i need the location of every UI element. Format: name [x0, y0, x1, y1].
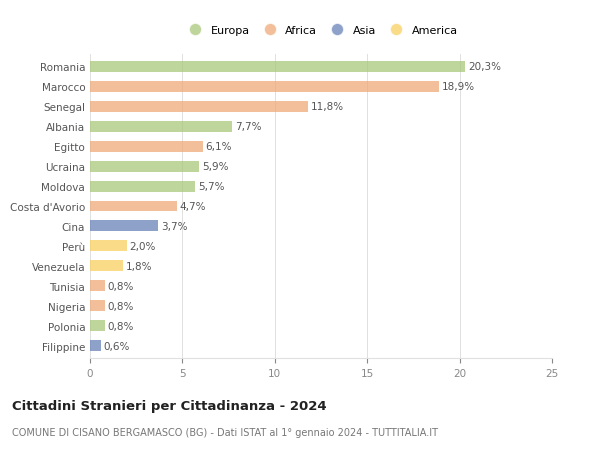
Text: 2,0%: 2,0% [130, 241, 156, 252]
Bar [90, 301, 105, 312]
Bar [90, 62, 465, 73]
Text: COMUNE DI CISANO BERGAMASCO (BG) - Dati ISTAT al 1° gennaio 2024 - TUTTITALIA.IT: COMUNE DI CISANO BERGAMASCO (BG) - Dati … [12, 427, 438, 437]
Text: 1,8%: 1,8% [126, 261, 152, 271]
Text: 0,8%: 0,8% [107, 301, 134, 311]
Text: 3,7%: 3,7% [161, 222, 188, 231]
Text: 0,6%: 0,6% [104, 341, 130, 351]
Text: 6,1%: 6,1% [205, 142, 232, 152]
Bar [90, 161, 199, 172]
Bar [90, 321, 105, 331]
Text: 18,9%: 18,9% [442, 82, 475, 92]
Text: 0,8%: 0,8% [107, 321, 134, 331]
Bar [90, 141, 203, 152]
Bar [90, 261, 123, 272]
Text: 11,8%: 11,8% [311, 102, 344, 112]
Bar [90, 82, 439, 92]
Text: 5,9%: 5,9% [202, 162, 229, 172]
Bar [90, 201, 177, 212]
Bar [90, 181, 196, 192]
Text: 20,3%: 20,3% [468, 62, 501, 72]
Text: Cittadini Stranieri per Cittadinanza - 2024: Cittadini Stranieri per Cittadinanza - 2… [12, 399, 326, 412]
Bar [90, 101, 308, 112]
Bar [90, 341, 101, 352]
Legend: Europa, Africa, Asia, America: Europa, Africa, Asia, America [179, 21, 463, 40]
Bar [90, 121, 232, 132]
Bar [90, 241, 127, 252]
Text: 7,7%: 7,7% [235, 122, 262, 132]
Text: 4,7%: 4,7% [179, 202, 206, 212]
Text: 0,8%: 0,8% [107, 281, 134, 291]
Bar [90, 221, 158, 232]
Text: 5,7%: 5,7% [198, 182, 224, 191]
Bar [90, 281, 105, 292]
